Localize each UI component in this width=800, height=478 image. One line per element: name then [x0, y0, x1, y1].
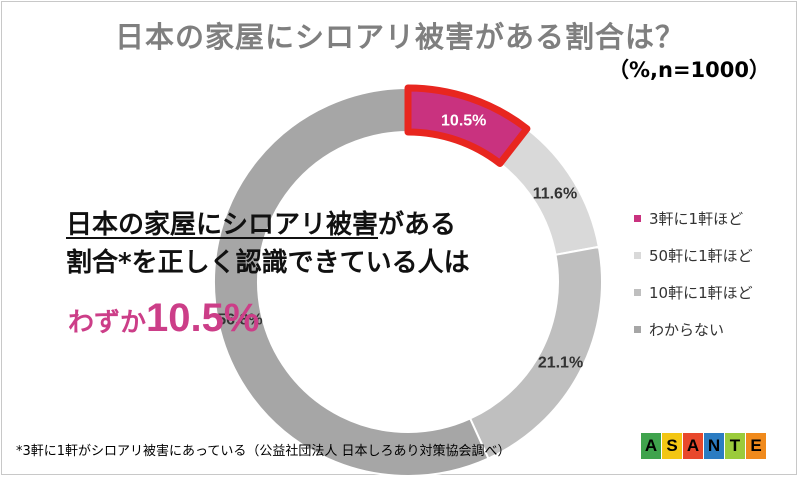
legend-item-3: 10軒に1軒ほど [634, 274, 753, 311]
callout-value: 10.5% [146, 296, 260, 340]
legend-swatch-2 [634, 252, 641, 259]
logo-letter: S [662, 433, 682, 459]
logo-letter: T [725, 433, 745, 459]
legend: 3軒に1軒ほど 50軒に1軒ほど 10軒に1軒ほど わからない [634, 200, 753, 348]
slice-label-2: 11.6% [533, 186, 577, 203]
legend-label-4: わからない [649, 321, 725, 339]
legend-item-4: わからない [634, 311, 753, 348]
slice-4 [213, 86, 490, 477]
legend-item-1: 3軒に1軒ほど [634, 200, 753, 237]
footnote: *3軒に1軒がシロアリ被害にあっている（公益社団法人 日本しろあり対策協会調べ） [16, 444, 511, 459]
logo-letter: A [641, 433, 661, 459]
legend-swatch-1 [634, 215, 641, 222]
legend-label-2: 50軒に1軒ほど [649, 247, 753, 265]
headline-line-1: 日本の家屋にシロアリ被害がある [66, 206, 526, 244]
headline-underlined: 日本の家屋にシロアリ被害 [66, 210, 379, 240]
slice-label-4: 56.8% [217, 311, 262, 328]
headline-line-1-rest: がある [378, 210, 457, 240]
legend-label-3: 10軒に1軒ほど [649, 284, 753, 302]
headline: 日本の家屋にシロアリ被害がある 割合*を正しく認識できている人は [66, 206, 526, 282]
slice-label-3: 21.1% [538, 355, 583, 372]
headline-line-2: 割合*を正しく認識できている人は [66, 248, 470, 278]
legend-label-1: 3軒に1軒ほど [649, 210, 744, 228]
unit-label: （%,n=1000） [607, 58, 770, 82]
legend-item-2: 50軒に1軒ほど [634, 237, 753, 274]
logo-letter: N [704, 433, 724, 459]
callout-prefix: わずか [68, 308, 147, 338]
legend-swatch-3 [634, 289, 641, 296]
chart-title: 日本の家屋にシロアリ被害がある割合は？ [114, 20, 685, 54]
logo-letter: E [746, 433, 766, 459]
legend-swatch-4 [634, 326, 641, 333]
slice-label-1: 10.5% [441, 112, 486, 129]
callout: わずか10.5% [68, 296, 259, 341]
slice-1 [404, 84, 531, 167]
logo-letter: A [683, 433, 703, 459]
